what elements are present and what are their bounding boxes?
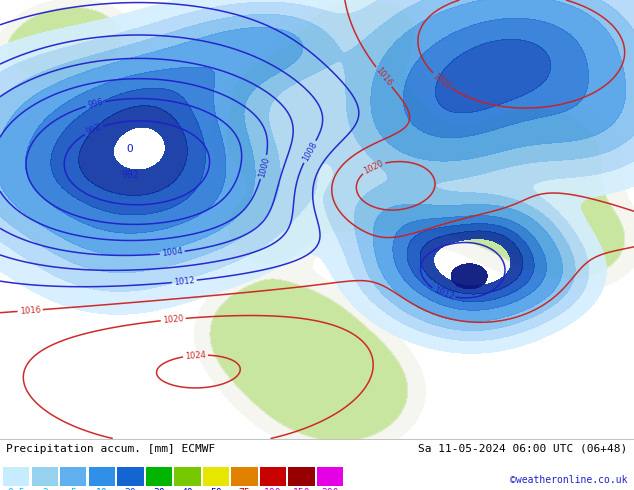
Text: 1020: 1020: [431, 71, 453, 92]
Text: 75: 75: [238, 488, 250, 490]
Text: 1004: 1004: [161, 247, 183, 258]
Bar: [32, 467, 58, 486]
Text: 992: 992: [121, 171, 139, 180]
Text: 1016: 1016: [19, 305, 41, 316]
Text: 992: 992: [85, 122, 103, 137]
Text: ©weatheronline.co.uk: ©weatheronline.co.uk: [510, 475, 628, 485]
Bar: [3, 467, 29, 486]
Bar: [60, 467, 86, 486]
Text: O: O: [127, 144, 133, 154]
Bar: [89, 467, 115, 486]
Text: 200: 200: [321, 488, 339, 490]
Text: 50: 50: [210, 488, 222, 490]
Text: 1016: 1016: [373, 66, 394, 88]
Text: 30: 30: [153, 488, 165, 490]
Text: 1012: 1012: [174, 276, 195, 287]
Text: 996: 996: [87, 98, 104, 110]
Bar: [260, 467, 286, 486]
Text: 40: 40: [181, 488, 193, 490]
Text: 1024: 1024: [184, 350, 206, 361]
Text: Precipitation accum. [mm] ECMWF: Precipitation accum. [mm] ECMWF: [6, 444, 216, 454]
Text: 0.5: 0.5: [8, 488, 25, 490]
Bar: [288, 467, 314, 486]
Text: 5: 5: [70, 488, 76, 490]
Bar: [117, 467, 143, 486]
Text: 1008: 1008: [301, 140, 319, 163]
Text: 1020: 1020: [162, 314, 184, 325]
Bar: [146, 467, 172, 486]
Text: 1000: 1000: [257, 156, 271, 178]
Text: 1012: 1012: [432, 286, 455, 302]
Bar: [203, 467, 229, 486]
Text: Sa 11-05-2024 06:00 UTC (06+48): Sa 11-05-2024 06:00 UTC (06+48): [418, 444, 628, 454]
Text: 2: 2: [42, 488, 48, 490]
Text: 100: 100: [264, 488, 282, 490]
Text: 150: 150: [293, 488, 311, 490]
Bar: [231, 467, 257, 486]
Text: 10: 10: [96, 488, 108, 490]
Bar: [174, 467, 200, 486]
Text: 20: 20: [124, 488, 136, 490]
Bar: [317, 467, 343, 486]
Text: 1020: 1020: [362, 158, 385, 175]
